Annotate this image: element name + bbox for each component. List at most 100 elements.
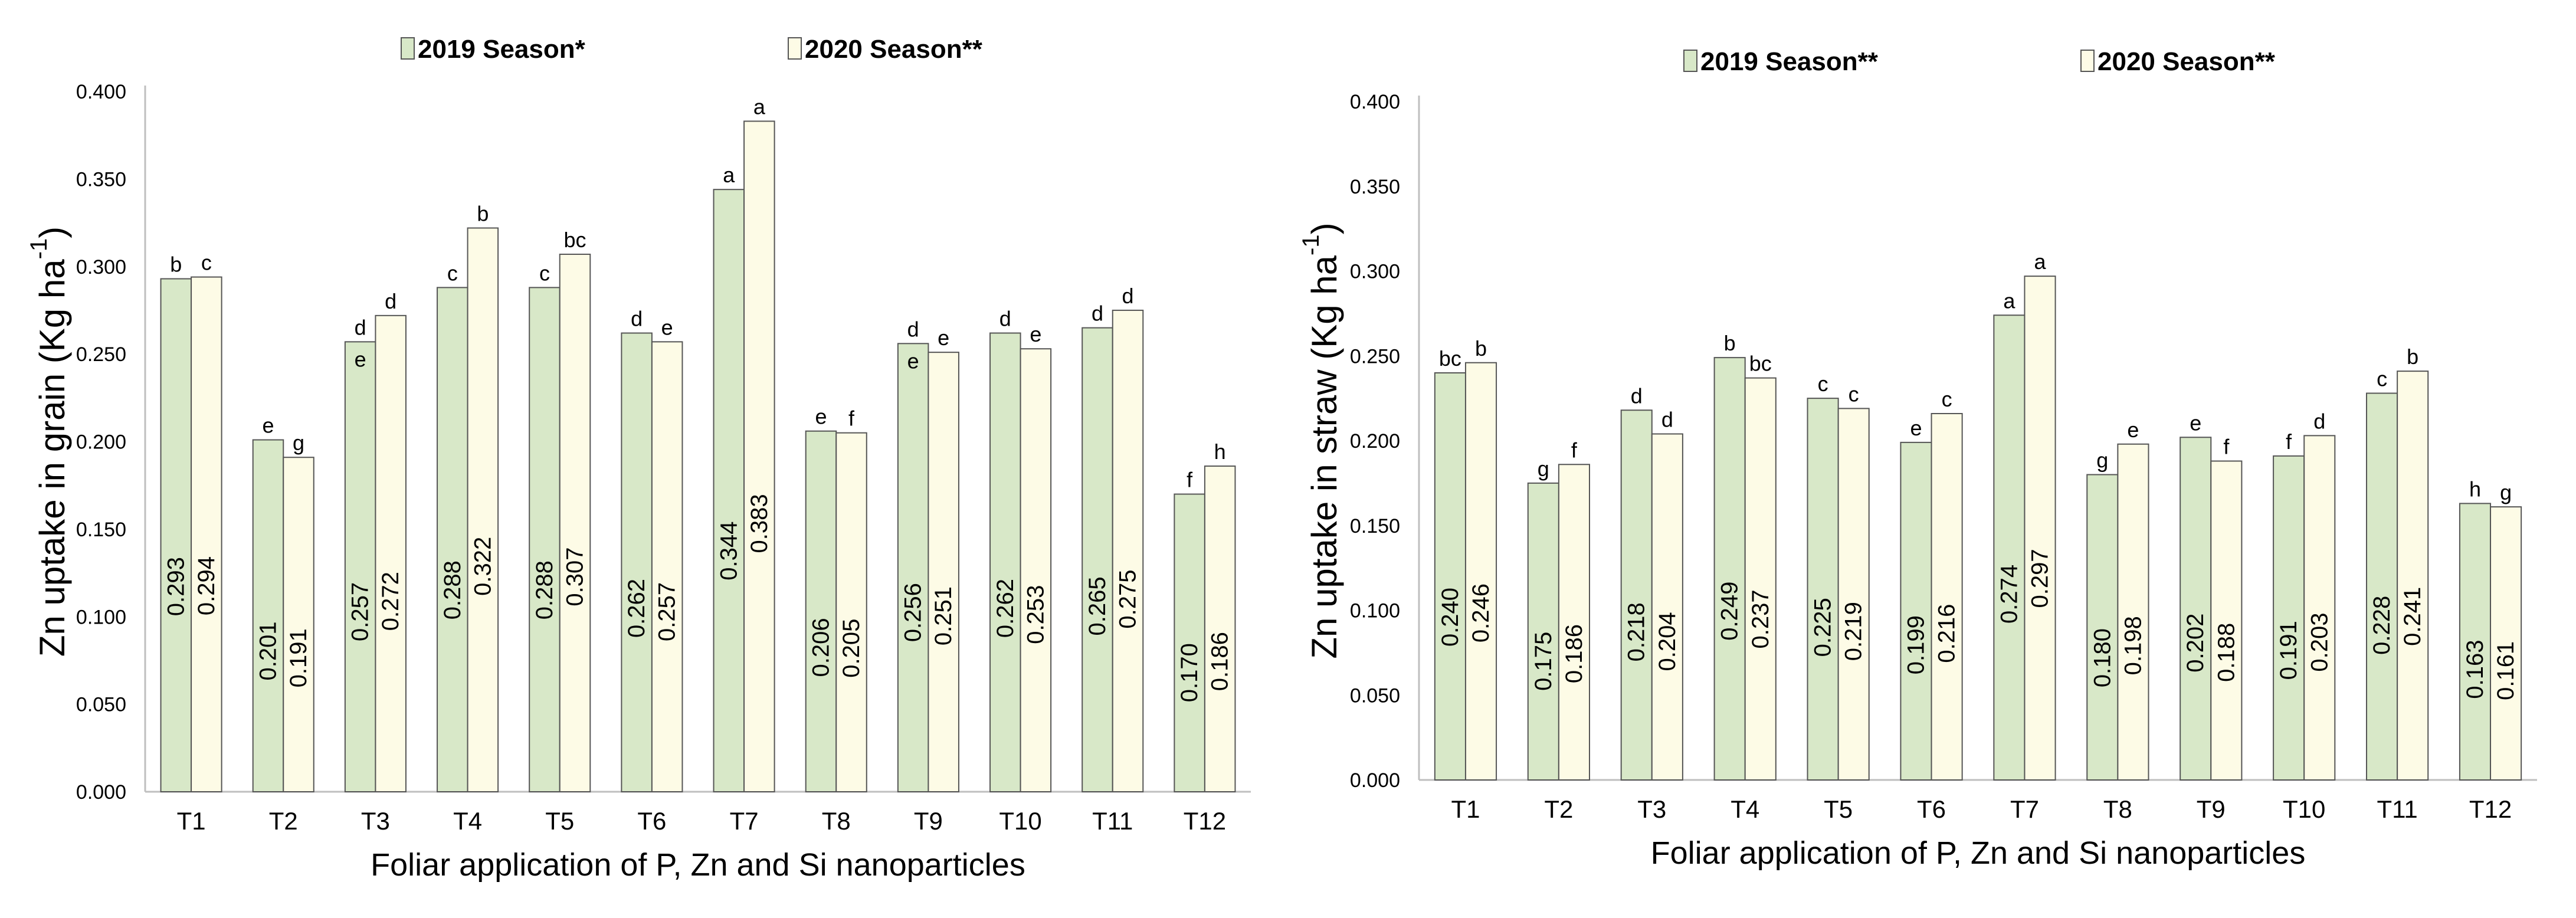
bar-t6-series-1 xyxy=(621,332,653,792)
data-label: 0.265 xyxy=(1084,576,1110,635)
y-tick-label: 0.150 xyxy=(76,519,126,541)
bar-t2-series-2 xyxy=(1558,464,1590,781)
x-tick-label: T7 xyxy=(2010,795,2039,823)
significance-letter: e xyxy=(2127,418,2139,442)
data-label: 0.294 xyxy=(194,556,219,615)
chart-1: 0.000 0.050 0.100 0.150 0.200 0.250 0.300 0.350… xyxy=(26,35,1251,883)
significance-letter: c xyxy=(1849,382,1859,406)
data-label: 0.170 xyxy=(1176,643,1202,702)
significance-letter: f xyxy=(1187,468,1193,492)
significance-letter: d xyxy=(1661,408,1673,432)
significance-letter: g xyxy=(2500,480,2512,504)
significance-letter: g xyxy=(2096,448,2108,473)
bar-t3-series-2 xyxy=(375,314,407,792)
bar-t1-series-1 xyxy=(160,278,192,792)
data-label: 0.203 xyxy=(2306,612,2332,671)
data-label: 0.188 xyxy=(2213,623,2239,682)
bar-t2-series-2 xyxy=(283,457,314,792)
x-tick-label: T9 xyxy=(2197,795,2226,823)
data-label: 0.293 xyxy=(163,557,189,616)
bar-t6-series-2 xyxy=(651,341,683,792)
bar-t7-series-1 xyxy=(713,189,745,792)
bar-t5-series-2 xyxy=(1837,408,1870,781)
legend-entry: 2019 Season** xyxy=(1700,47,1879,76)
x-tick-label: T2 xyxy=(269,807,298,835)
significance-letter: e xyxy=(262,414,274,438)
y-tick-label: 0.150 xyxy=(1350,515,1400,537)
data-label: 0.198 xyxy=(2120,616,2146,675)
bar-t9-series-1 xyxy=(2180,437,2212,781)
data-label: 0.262 xyxy=(624,579,650,638)
bar-t7-series-2 xyxy=(2024,276,2056,781)
data-label: 0.191 xyxy=(286,628,312,687)
bar-t4-series-1 xyxy=(1713,357,1746,781)
bar-t10-series-1 xyxy=(989,332,1021,792)
data-label: 0.204 xyxy=(1654,612,1680,671)
data-label: 0.257 xyxy=(654,582,680,641)
bar-t12-series-2 xyxy=(2490,506,2522,781)
significance-letter: bc xyxy=(1749,352,1772,376)
legend-entry: 2020 Season** xyxy=(805,35,983,64)
significance-letter: f xyxy=(2223,435,2230,459)
data-label: 0.240 xyxy=(1437,588,1463,647)
data-label: 0.251 xyxy=(930,586,956,645)
significance-letter: c xyxy=(1942,387,1952,411)
chart-2: 0.000 0.050 0.100 0.150 0.200 0.250 0.300 0.350… xyxy=(1298,47,2537,871)
data-label: 0.228 xyxy=(2369,596,2395,655)
significance-letter: c xyxy=(447,261,458,285)
bar-t7-series-1 xyxy=(1993,314,2026,781)
y-axis-title: Zn uptake in grain (Kg ha-1) xyxy=(26,227,72,657)
significance-letter: a xyxy=(2003,288,2015,313)
data-label: 0.218 xyxy=(1624,602,1650,661)
bar-t1-series-1 xyxy=(1434,372,1466,781)
bar-t8-series-1 xyxy=(2086,474,2119,781)
significance-letter: d xyxy=(1631,383,1643,408)
significance-letter: d xyxy=(1092,301,1103,326)
x-tick-label: T5 xyxy=(545,807,574,835)
data-label: 0.246 xyxy=(1468,583,1494,642)
y-tick-label: 0.400 xyxy=(76,81,126,103)
data-label: 0.241 xyxy=(2400,587,2426,646)
bar-t3-series-1 xyxy=(344,341,376,792)
bar-t12-series-2 xyxy=(1204,465,1236,792)
data-label: 0.216 xyxy=(1934,604,1960,663)
data-label: 0.161 xyxy=(2493,641,2519,700)
legend-swatch xyxy=(1683,50,1697,72)
bar-t6-series-1 xyxy=(1900,441,1932,781)
x-tick-label: T1 xyxy=(177,807,206,835)
significance-letter: c xyxy=(201,251,212,275)
significance-letter: b xyxy=(1724,331,1736,355)
x-tick-label: T11 xyxy=(2377,795,2417,823)
significance-letter: e xyxy=(661,315,673,339)
bar-t4-series-2 xyxy=(1744,377,1777,781)
x-tick-label: T6 xyxy=(637,807,666,835)
legend-swatch xyxy=(788,37,802,60)
significance-letter: f xyxy=(2286,430,2292,454)
x-tick-label: T6 xyxy=(1917,795,1946,823)
significance-letter: bc xyxy=(564,228,586,252)
data-label: 0.237 xyxy=(1748,589,1774,648)
significance-letter: g xyxy=(1538,457,1549,481)
data-label: 0.275 xyxy=(1115,570,1141,629)
data-label: 0.175 xyxy=(1530,632,1556,691)
bar-t10-series-2 xyxy=(1020,348,1052,792)
significance-letter: b xyxy=(2407,345,2418,369)
x-tick-label: T3 xyxy=(1637,795,1666,823)
bar-t12-series-1 xyxy=(2459,503,2492,781)
significance-letter: a xyxy=(2034,250,2046,274)
y-tick-label: 0.300 xyxy=(76,256,126,278)
y-tick-label: 0.250 xyxy=(1350,345,1400,368)
data-label: 0.297 xyxy=(2027,549,2053,608)
x-tick-label: T12 xyxy=(2469,795,2512,823)
x-tick-label: T11 xyxy=(1092,807,1133,835)
y-axis-title: Zn uptake in straw (Kg ha-1) xyxy=(1298,222,1344,658)
bar-t8-series-2 xyxy=(835,432,867,792)
significance-letter: d xyxy=(2313,409,2325,433)
x-tick-label: T1 xyxy=(1451,795,1480,823)
bar-t3-series-1 xyxy=(1620,409,1653,781)
bar-t12-series-1 xyxy=(1174,493,1205,793)
bar-t5-series-2 xyxy=(559,253,591,793)
legend-swatch xyxy=(401,37,415,60)
significance-letter: e xyxy=(2190,411,2201,435)
